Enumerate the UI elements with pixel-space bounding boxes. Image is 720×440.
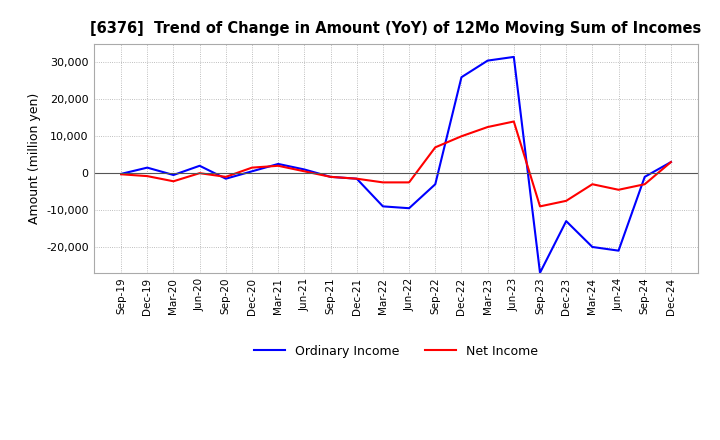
Net Income — [431, 145, 440, 150]
Net Income — [195, 171, 204, 176]
Ordinary Income — [536, 270, 544, 275]
Ordinary Income — [222, 176, 230, 181]
Ordinary Income — [667, 159, 675, 165]
Ordinary Income — [169, 172, 178, 178]
Net Income — [326, 174, 335, 180]
Ordinary Income — [510, 54, 518, 59]
Net Income — [667, 159, 675, 165]
Net Income — [379, 180, 387, 185]
Legend: Ordinary Income, Net Income: Ordinary Income, Net Income — [249, 340, 543, 363]
Net Income — [483, 125, 492, 130]
Ordinary Income — [117, 171, 125, 176]
Net Income — [640, 182, 649, 187]
Net Income — [274, 163, 282, 169]
Ordinary Income — [352, 176, 361, 181]
Net Income — [536, 204, 544, 209]
Ordinary Income — [405, 205, 413, 211]
Net Income — [248, 165, 256, 170]
Ordinary Income — [483, 58, 492, 63]
Ordinary Income — [195, 163, 204, 169]
Ordinary Income — [562, 219, 570, 224]
Ordinary Income — [614, 248, 623, 253]
Ordinary Income — [379, 204, 387, 209]
Net Income — [117, 172, 125, 177]
Net Income — [222, 174, 230, 180]
Line: Ordinary Income: Ordinary Income — [121, 57, 671, 273]
Y-axis label: Amount (million yen): Amount (million yen) — [27, 93, 40, 224]
Ordinary Income — [326, 174, 335, 180]
Net Income — [510, 119, 518, 124]
Ordinary Income — [274, 161, 282, 167]
Ordinary Income — [640, 174, 649, 180]
Net Income — [457, 134, 466, 139]
Ordinary Income — [248, 169, 256, 174]
Net Income — [614, 187, 623, 192]
Line: Net Income: Net Income — [121, 121, 671, 206]
Net Income — [169, 179, 178, 184]
Ordinary Income — [431, 182, 440, 187]
Ordinary Income — [300, 167, 309, 172]
Net Income — [588, 182, 597, 187]
Ordinary Income — [588, 244, 597, 249]
Net Income — [352, 176, 361, 181]
Ordinary Income — [457, 74, 466, 80]
Net Income — [143, 173, 152, 179]
Net Income — [405, 180, 413, 185]
Net Income — [562, 198, 570, 203]
Ordinary Income — [143, 165, 152, 170]
Title: [6376]  Trend of Change in Amount (YoY) of 12Mo Moving Sum of Incomes: [6376] Trend of Change in Amount (YoY) o… — [91, 21, 701, 36]
Net Income — [300, 169, 309, 174]
